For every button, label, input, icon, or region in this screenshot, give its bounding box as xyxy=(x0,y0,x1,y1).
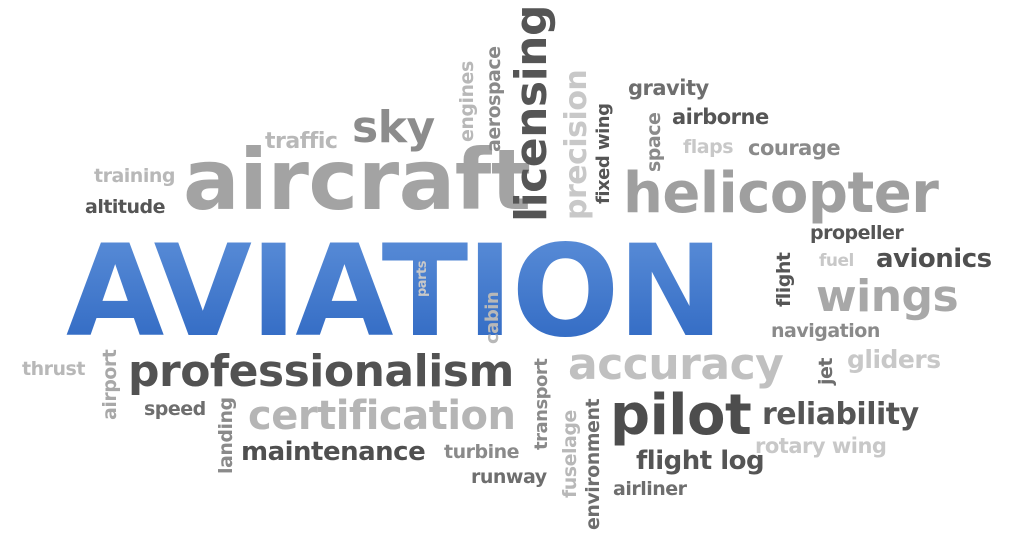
word-transport: transport xyxy=(531,358,552,450)
word-helicopter: helicopter xyxy=(623,161,939,226)
word-airport: airport xyxy=(99,349,121,420)
word-fuel: fuel xyxy=(819,251,854,271)
word-professionalism: professionalism xyxy=(128,346,514,397)
word-landing: landing xyxy=(215,397,237,474)
word-courage: courage xyxy=(748,136,841,160)
word-speed: speed xyxy=(144,398,206,420)
word-fixed-wing: fixed wing xyxy=(593,103,614,204)
word-flight: flight xyxy=(773,252,795,307)
word-gliders: gliders xyxy=(847,345,941,374)
word-accuracy: accuracy xyxy=(568,339,784,390)
word-wings: wings xyxy=(816,271,959,322)
word-rotary-wing: rotary wing xyxy=(755,434,887,458)
word-cabin: cabin xyxy=(482,291,503,344)
word-traffic: traffic xyxy=(265,129,338,154)
word-aviation: AVIATION xyxy=(66,217,724,365)
word-gravity: gravity xyxy=(628,76,709,100)
word-airborne: airborne xyxy=(672,105,769,129)
word-engines: engines xyxy=(456,61,478,142)
word-environment: environment xyxy=(582,398,604,530)
word-pilot: pilot xyxy=(610,383,752,448)
word-flaps: flaps xyxy=(683,136,734,158)
word-navigation: navigation xyxy=(771,320,880,342)
word-runway: runway xyxy=(471,466,547,488)
word-precision: precision xyxy=(559,69,594,220)
word-parts: parts xyxy=(415,261,430,297)
word-reliability: reliability xyxy=(762,397,919,432)
word-flight-log: flight log xyxy=(636,446,765,476)
word-airliner: airliner xyxy=(613,478,687,500)
word-certification: certification xyxy=(248,393,516,439)
word-aircraft: aircraft xyxy=(183,131,531,229)
word-training: training xyxy=(94,165,175,187)
word-propeller: propeller xyxy=(810,222,904,244)
word-jet: jet xyxy=(815,358,837,385)
word-licensing: licensing xyxy=(506,4,557,222)
word-maintenance: maintenance xyxy=(241,437,426,467)
word-thrust: thrust xyxy=(22,358,85,380)
word-sky: sky xyxy=(352,102,435,153)
word-altitude: altitude xyxy=(85,196,166,218)
word-avionics: avionics xyxy=(876,244,992,274)
word-turbine: turbine xyxy=(444,441,520,463)
word-fuselage: fuselage xyxy=(559,410,581,498)
word-aerospace: aerospace xyxy=(483,46,505,152)
